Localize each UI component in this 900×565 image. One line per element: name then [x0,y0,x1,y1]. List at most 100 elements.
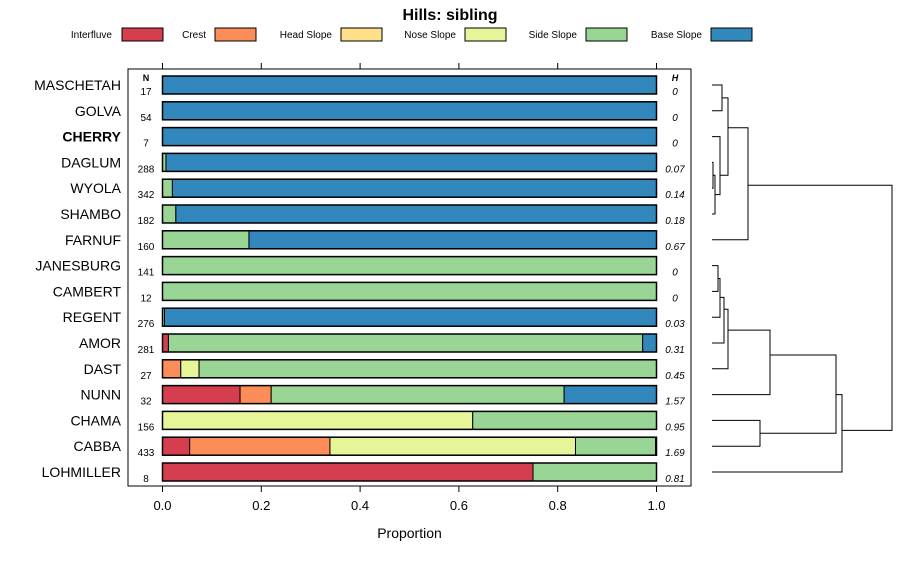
h-value: 0.45 [665,371,685,382]
legend-label-head-slope: Head Slope [280,30,333,41]
legend-label-interfluve: Interfluve [71,30,113,41]
h-value: 0.81 [665,474,684,485]
category-label: JANESBURG [35,258,121,274]
legend-label-side-slope: Side Slope [529,30,578,41]
legend-label-nose-slope: Nose Slope [404,30,456,41]
bar-outline [161,152,658,173]
bar-segment-side-slope [162,256,657,276]
bar-segment-interfluve [162,436,191,456]
legend-swatch-head-slope [340,27,383,42]
bar-outline [161,384,658,405]
category-label: NUNN [81,387,121,403]
category-label: LOHMILLER [42,464,121,480]
bar-segment-base-slope [171,178,657,198]
h-value: 0 [672,293,678,304]
bar-segment-crest [162,359,182,379]
category-label: SHAMBO [60,206,121,222]
category-label: CHAMA [70,412,121,428]
legend-label-base-slope: Base Slope [651,30,703,41]
n-value: 342 [138,190,155,201]
n-header: N [143,73,150,83]
bar-outline [161,126,658,147]
row-cambert: CAMBERT 12 0 [53,281,678,304]
x-tick-label: 0.0 [153,498,171,513]
row-amor: AMOR 281 0.31 [79,333,685,356]
n-value: 12 [140,293,152,304]
n-value: 27 [140,371,152,382]
bar-outline [161,178,658,198]
dendrogram-branch [712,161,714,189]
legend-swatch-nose-slope [464,27,507,42]
bar-segment-nose-slope [329,436,576,456]
h-value: 0.67 [665,242,685,253]
n-value: 182 [138,216,155,227]
dendrogram-branch [712,265,719,292]
dendrogram-branch [712,296,725,344]
bar-outline [161,281,658,302]
bar-outline [161,230,658,250]
bar-segment-base-slope [163,307,657,327]
category-label: DAGLUM [61,154,121,170]
n-value: 276 [138,319,155,330]
bar-segment-side-slope [472,410,657,430]
category-label: WYOLA [70,180,121,196]
dendrogram [712,84,893,473]
bar-segment-side-slope [167,333,644,353]
category-label: DAST [84,361,122,377]
n-value: 8 [143,474,149,485]
chart-title: Hills: sibling [402,7,497,24]
x-tick-label: 0.4 [351,498,369,513]
row-shambo: SHAMBO 182 0.18 [60,204,685,227]
bar-segment-base-slope [162,75,657,95]
dendrogram-branch [760,354,837,434]
bar-outline [161,333,658,353]
row-maschetah: MASCHETAH 17 0 [34,75,678,98]
bar-segment-side-slope [574,436,657,456]
row-lohmiller: LOHMILLER 8 0.81 [42,462,685,485]
h-value: 0.03 [665,319,685,330]
category-label: GOLVA [75,103,122,119]
category-label: CABBA [74,438,122,454]
bar-segment-side-slope [270,385,565,405]
row-regent: REGENT 276 0.03 [63,307,685,330]
row-cherry: CHERRY 7 0 [62,126,678,150]
row-nunn: NUNN 32 1.57 [81,384,685,408]
bar-segment-base-slope [162,101,657,121]
row-farnuf: FARNUF 160 0.67 [65,230,685,253]
plot-frame [127,68,692,487]
x-tick-label: 0.6 [450,498,468,513]
bar-segment-nose-slope [162,410,474,430]
h-value: 0 [672,268,678,279]
bar-segment-interfluve [162,385,241,405]
category-label: MASCHETAH [34,77,121,93]
dendrogram-branch [712,84,723,112]
n-value: 54 [140,113,152,124]
row-golva: GOLVA 54 0 [75,101,678,124]
dendrogram-branch [748,184,893,431]
bar-segment-side-slope [162,178,173,198]
h-value: 0.18 [665,216,685,227]
bar-segment-side-slope [162,281,657,301]
h-header: H [672,73,679,83]
h-value: 0 [672,113,678,124]
bar-outline [161,359,658,379]
n-value: 156 [138,422,155,433]
bar-segment-base-slope [165,152,657,172]
h-value: 1.57 [665,397,685,408]
x-tick-label: 0.8 [549,498,567,513]
dendrogram-branch [712,419,761,447]
category-label: FARNUF [65,232,121,248]
bar-segment-interfluve [162,462,534,482]
h-value: 0.95 [665,422,685,433]
bar-segment-side-slope [198,359,657,379]
h-value: 0.07 [665,164,685,175]
bar-segment-interfluve [162,333,169,353]
legend: Interfluve Crest Head Slope Nose Slope Side … [71,27,753,42]
legend-swatch-base-slope [710,27,753,42]
row-janesburg: JANESBURG 141 0 [35,255,678,279]
x-tick-label: 0.2 [252,498,270,513]
bar-segment-base-slope [175,204,657,224]
bar-outline [161,101,658,121]
legend-label-crest: Crest [182,30,206,41]
